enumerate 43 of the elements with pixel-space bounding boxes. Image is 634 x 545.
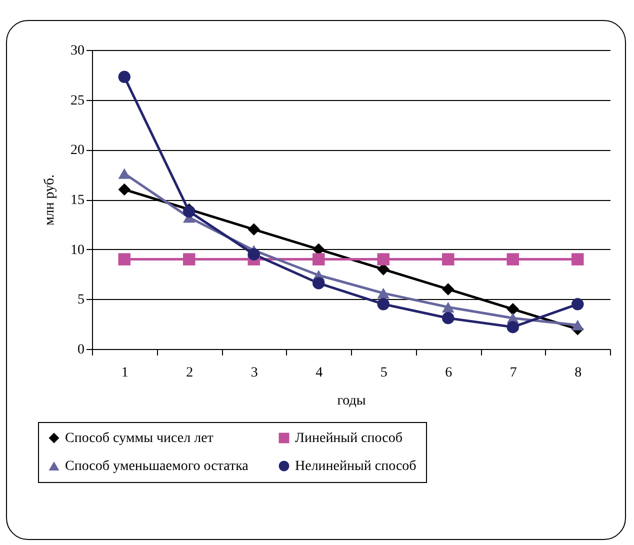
point — [572, 320, 584, 330]
x-tick-label: 6 — [445, 366, 452, 380]
y-tick-label: 5 — [78, 292, 84, 308]
x-axis-title: годы — [337, 394, 366, 408]
point — [118, 183, 130, 196]
y-tick-label: 10 — [70, 242, 84, 258]
x-tick-label: 4 — [316, 366, 323, 380]
legend-label: Способ суммы чисел лет — [65, 431, 214, 446]
y-tick-label: 15 — [70, 193, 84, 208]
point — [572, 253, 584, 266]
legend-label: Линейный способ — [295, 431, 402, 446]
x-tick-label: 1 — [121, 366, 128, 380]
x-tick-label: 7 — [510, 366, 517, 380]
point — [312, 277, 325, 290]
point — [118, 253, 130, 266]
point — [442, 283, 454, 296]
point — [506, 303, 519, 316]
point — [248, 248, 260, 260]
point — [506, 253, 519, 266]
y-tick-label: 30 — [70, 44, 84, 58]
legend-label: Способ уменьшаемого остатка — [65, 459, 250, 474]
y-axis-title: млн руб. — [42, 174, 58, 226]
point — [183, 253, 196, 266]
point — [442, 312, 454, 324]
y-tick-label: 20 — [70, 143, 84, 158]
y-tick-label: 0 — [78, 342, 84, 358]
point — [312, 253, 325, 266]
y-tick-label: 25 — [70, 93, 84, 108]
point — [506, 320, 519, 334]
point — [248, 223, 260, 236]
x-tick-label: 3 — [250, 366, 258, 380]
point — [118, 70, 130, 84]
point — [442, 302, 454, 312]
legend-label: Нелинейный способ — [295, 459, 416, 474]
point — [377, 253, 390, 266]
point — [377, 288, 390, 298]
point — [572, 298, 584, 310]
x-tick-label: 8 — [574, 366, 582, 380]
point — [377, 298, 390, 310]
point — [118, 168, 130, 179]
x-tick-label: 5 — [380, 366, 388, 380]
point — [442, 253, 454, 266]
x-tick-label: 2 — [186, 366, 194, 380]
